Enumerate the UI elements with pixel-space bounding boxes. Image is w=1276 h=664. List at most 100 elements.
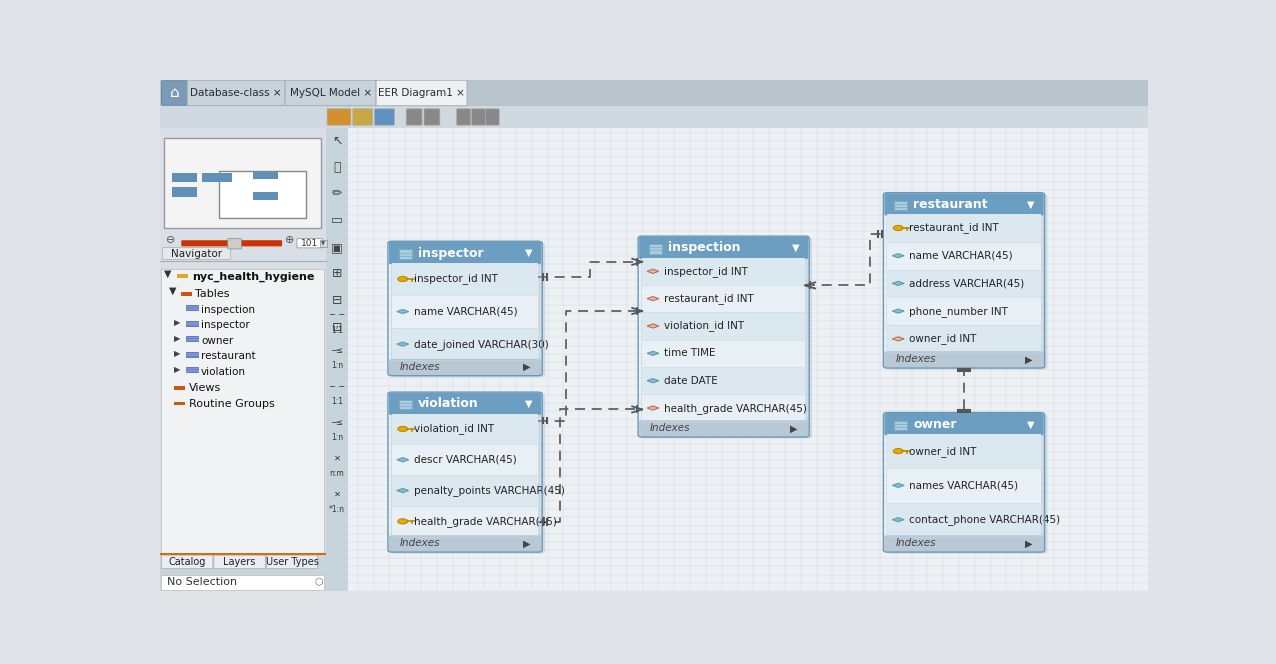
FancyBboxPatch shape (162, 574, 324, 590)
Text: date_joined VARCHAR(30): date_joined VARCHAR(30) (413, 339, 549, 349)
FancyBboxPatch shape (172, 173, 197, 182)
FancyBboxPatch shape (375, 109, 394, 125)
Text: ⊞: ⊞ (332, 268, 342, 280)
Text: ↖: ↖ (332, 135, 342, 147)
Text: restaurant_id INT: restaurant_id INT (664, 293, 754, 304)
FancyBboxPatch shape (186, 352, 198, 357)
FancyBboxPatch shape (389, 242, 541, 264)
Text: names VARCHAR(45): names VARCHAR(45) (909, 480, 1018, 491)
Text: Indexes: Indexes (399, 539, 440, 548)
Text: contact_phone VARCHAR(45): contact_phone VARCHAR(45) (909, 514, 1060, 525)
Text: n:m: n:m (329, 469, 345, 478)
Bar (642, 312, 805, 340)
Text: ▼: ▼ (170, 286, 177, 296)
Text: violation: violation (417, 397, 478, 410)
Text: name VARCHAR(45): name VARCHAR(45) (909, 251, 1013, 261)
Circle shape (398, 426, 408, 432)
Polygon shape (647, 324, 658, 328)
Text: violation_id INT: violation_id INT (664, 321, 744, 331)
Circle shape (893, 449, 903, 454)
FancyBboxPatch shape (327, 109, 351, 125)
Text: Views: Views (189, 383, 222, 393)
Polygon shape (892, 337, 905, 341)
Text: ⌂: ⌂ (170, 86, 179, 100)
FancyBboxPatch shape (186, 367, 198, 372)
Text: name VARCHAR(45): name VARCHAR(45) (413, 307, 517, 317)
Polygon shape (647, 351, 658, 355)
FancyBboxPatch shape (186, 305, 198, 310)
Text: ▶: ▶ (175, 318, 181, 327)
Bar (392, 444, 538, 475)
Text: Catalog: Catalog (168, 557, 205, 567)
Text: ✋: ✋ (333, 161, 341, 174)
Text: ─  ─: ─ ─ (329, 310, 345, 319)
Text: ▶: ▶ (1025, 539, 1032, 548)
Text: ▼: ▼ (524, 248, 532, 258)
FancyBboxPatch shape (177, 274, 182, 276)
FancyBboxPatch shape (884, 413, 1044, 436)
FancyBboxPatch shape (390, 243, 545, 377)
Bar (887, 297, 1041, 325)
FancyBboxPatch shape (160, 552, 327, 591)
Text: owner: owner (914, 418, 957, 431)
Text: time TIME: time TIME (664, 349, 716, 359)
Text: ✕: ✕ (333, 489, 341, 498)
Text: 1:n: 1:n (330, 361, 343, 371)
Text: nyc_health_hygiene: nyc_health_hygiene (193, 272, 314, 282)
Bar (392, 295, 538, 328)
Text: ▭: ▭ (332, 214, 343, 227)
FancyBboxPatch shape (175, 402, 185, 406)
FancyBboxPatch shape (389, 392, 541, 415)
FancyBboxPatch shape (188, 80, 285, 106)
Polygon shape (892, 483, 905, 487)
Text: ⊟: ⊟ (332, 294, 342, 307)
Text: ▶: ▶ (1025, 355, 1032, 365)
FancyBboxPatch shape (186, 321, 198, 325)
FancyBboxPatch shape (181, 291, 193, 295)
FancyBboxPatch shape (424, 109, 440, 125)
Bar (887, 270, 1041, 297)
FancyBboxPatch shape (884, 193, 1044, 216)
Bar (392, 328, 538, 361)
Polygon shape (647, 269, 658, 274)
Bar (642, 285, 805, 312)
Circle shape (398, 276, 408, 282)
FancyBboxPatch shape (162, 248, 231, 260)
FancyBboxPatch shape (472, 109, 485, 125)
Text: Database-class ×: Database-class × (190, 88, 282, 98)
Polygon shape (892, 309, 905, 313)
Text: inspector: inspector (202, 320, 250, 330)
FancyBboxPatch shape (887, 414, 1048, 554)
FancyBboxPatch shape (165, 139, 320, 228)
FancyBboxPatch shape (887, 434, 1041, 537)
Text: Navigator: Navigator (171, 248, 222, 258)
Text: Indexes: Indexes (649, 424, 690, 434)
Text: owner_id INT: owner_id INT (909, 446, 976, 457)
Polygon shape (647, 297, 658, 301)
Circle shape (893, 226, 903, 230)
Bar (887, 325, 1041, 353)
FancyBboxPatch shape (162, 269, 324, 552)
FancyBboxPatch shape (160, 106, 1148, 127)
FancyBboxPatch shape (186, 336, 198, 341)
Text: 1:n: 1:n (330, 433, 343, 442)
Bar (392, 475, 538, 506)
FancyBboxPatch shape (884, 351, 1044, 368)
Polygon shape (397, 489, 408, 493)
Polygon shape (397, 309, 408, 313)
Text: ─≤: ─≤ (330, 418, 343, 427)
FancyBboxPatch shape (202, 173, 232, 182)
FancyBboxPatch shape (327, 127, 348, 591)
Text: restaurant_id INT: restaurant_id INT (909, 222, 999, 234)
FancyBboxPatch shape (162, 81, 188, 105)
Text: No Selection: No Selection (167, 577, 237, 587)
Text: date DATE: date DATE (664, 376, 717, 386)
Text: ▼: ▼ (524, 399, 532, 409)
FancyBboxPatch shape (181, 240, 282, 246)
Text: User Types: User Types (265, 557, 319, 567)
Polygon shape (397, 342, 408, 346)
Text: ✏: ✏ (332, 188, 342, 201)
Text: violation: violation (202, 367, 246, 376)
Text: penalty_points VARCHAR(45): penalty_points VARCHAR(45) (413, 485, 564, 496)
Text: 101: 101 (301, 239, 319, 248)
